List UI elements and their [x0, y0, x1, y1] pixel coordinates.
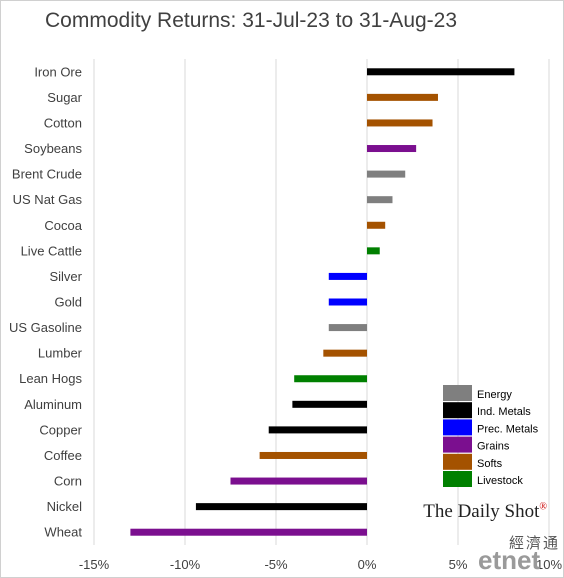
- x-tick-label: -15%: [79, 557, 110, 572]
- bar: [130, 528, 367, 536]
- legend-label: Prec. Metals: [477, 423, 539, 435]
- x-tick-label: 0%: [358, 557, 377, 572]
- x-tick-label: 10%: [536, 557, 562, 572]
- bar: [195, 503, 367, 511]
- bar: [367, 221, 386, 229]
- legend-label: Softs: [477, 458, 503, 470]
- category-label: Lumber: [38, 346, 83, 361]
- legend-swatch: [443, 385, 472, 401]
- bar: [367, 68, 515, 76]
- category-label: Coffee: [44, 448, 82, 463]
- category-label: Nickel: [47, 499, 83, 514]
- bar: [367, 247, 380, 255]
- etnet-logo: etnet: [478, 545, 541, 575]
- category-label: Live Cattle: [21, 243, 82, 258]
- category-label: Gold: [55, 295, 82, 310]
- category-label: Cocoa: [44, 218, 82, 233]
- bar: [294, 375, 367, 383]
- bar: [328, 272, 367, 280]
- legend-swatch: [443, 419, 472, 436]
- category-label: Lean Hogs: [19, 371, 82, 386]
- category-label: US Gasoline: [9, 320, 82, 335]
- category-label: Copper: [39, 422, 82, 437]
- legend: Energy Ind. Metals Prec. Metals Grains Softs…: [443, 385, 539, 487]
- category-label: Soybeans: [24, 141, 82, 156]
- category-label: Aluminum: [24, 397, 82, 412]
- x-tick-label: -10%: [170, 557, 201, 572]
- legend-swatch: [443, 453, 472, 470]
- category-label: Iron Ore: [34, 64, 82, 79]
- etnet-cn-logo: 經濟通: [509, 534, 561, 552]
- category-label: Brent Crude: [12, 167, 82, 182]
- category-label: Wheat: [44, 525, 82, 540]
- bar: [367, 196, 393, 204]
- bar: [292, 400, 367, 408]
- bar: [328, 324, 367, 332]
- legend-label: Ind. Metals: [477, 406, 531, 418]
- legend-swatch: [443, 471, 472, 487]
- bar: [230, 477, 367, 485]
- legend-swatch: [443, 402, 472, 419]
- legend-label: Grains: [477, 441, 510, 453]
- bar: [367, 93, 438, 101]
- bar: [259, 451, 367, 459]
- chart-title: Commodity Returns: 31-Jul-23 to 31-Aug-2…: [45, 9, 458, 32]
- bar: [328, 298, 367, 306]
- category-label: US Nat Gas: [13, 192, 83, 207]
- x-tick-label: 5%: [449, 557, 468, 572]
- bar: [367, 119, 433, 127]
- legend-swatch: [443, 436, 472, 453]
- bar: [268, 426, 367, 434]
- bar: [367, 145, 417, 153]
- legend-label: Livestock: [477, 475, 523, 487]
- category-label: Cotton: [44, 115, 82, 130]
- category-label: Silver: [49, 269, 82, 284]
- category-label: Sugar: [47, 90, 82, 105]
- source-watermark: The Daily Shot®: [423, 501, 547, 522]
- bar: [323, 349, 367, 357]
- legend-label: Energy: [477, 389, 512, 401]
- x-tick-label: -5%: [264, 557, 288, 572]
- bar: [367, 170, 406, 178]
- category-label: Corn: [54, 474, 82, 489]
